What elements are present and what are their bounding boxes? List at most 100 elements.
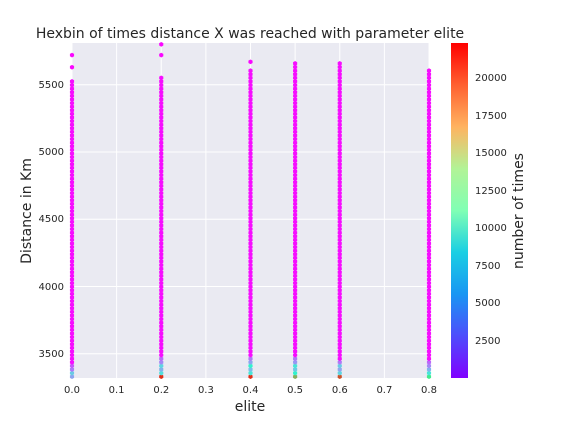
hexbin-cell (248, 100, 253, 106)
hexbin-cell (159, 298, 164, 304)
hexbin-cell (159, 363, 164, 369)
hexbin-cell (69, 248, 75, 254)
hexbin-cell (337, 334, 342, 340)
hexbin-cell (426, 313, 432, 318)
hexbin-cell (159, 241, 164, 246)
hexbin-cell (159, 52, 164, 58)
hexbin-cell (426, 262, 432, 268)
hexbin-cell (69, 302, 75, 308)
hexbin-cell (426, 89, 432, 95)
hexbin-cell (293, 100, 298, 106)
hexbin-cell (69, 190, 75, 196)
hexbin-cell (337, 79, 342, 84)
hexbin-cell (159, 262, 164, 268)
hexbin-cell (337, 233, 342, 239)
hexbin-cell (293, 183, 298, 189)
hexbin-cell (426, 100, 432, 106)
hexbin-cell (159, 320, 164, 326)
hexbin-cell (293, 201, 298, 207)
hexbin-cell (337, 230, 342, 236)
hexbin-cell (69, 295, 75, 300)
hexbin-cell (159, 107, 164, 113)
hexbin-cell (293, 187, 298, 192)
hexbin-cell (159, 115, 164, 120)
hexbin-cell (426, 233, 432, 239)
hexbin-cell (248, 233, 253, 239)
hexbin-cell (337, 320, 342, 326)
hexbin-cell (337, 111, 342, 117)
hexbin-cell (248, 345, 253, 351)
hexbin-cell (426, 359, 432, 365)
hexbin-cell (337, 327, 342, 333)
hexbin-cell (248, 320, 253, 326)
hexbin-cell (293, 259, 298, 264)
hexbin-cell (69, 345, 75, 351)
hexbin-cell (159, 374, 164, 380)
hexbin-cell (69, 367, 75, 372)
hexbin-cell (293, 370, 298, 376)
hexbin-cell (159, 223, 164, 228)
hexbin-cell (69, 341, 75, 347)
hexbin-cell (426, 255, 432, 261)
hexbin-cell (248, 280, 253, 286)
hexbin-cell (337, 82, 342, 88)
hexbin-cell (426, 305, 432, 311)
hexbin-cell (69, 151, 75, 156)
hexbin-cell (69, 266, 75, 272)
hexbin-cell (69, 338, 75, 344)
hexbin-cell (159, 269, 164, 275)
hexbin-cell (426, 345, 432, 351)
colorbar-tick-label: 15000 (475, 148, 507, 159)
hexbin-cell (293, 255, 298, 261)
hexbin-cell (426, 219, 432, 225)
hexbin-cell (69, 255, 75, 261)
hexbin-cell (337, 356, 342, 362)
hexbin-cell (293, 190, 298, 196)
hexbin-cell (293, 79, 298, 84)
y-tick-label: 4500 (39, 214, 64, 225)
hexbin-cell (159, 161, 164, 167)
hexbin-cell (293, 97, 298, 102)
hexbin-cell (159, 154, 164, 160)
hexbin-cell (293, 147, 298, 153)
hexbin-cell (69, 230, 75, 236)
hexbin-cell (69, 277, 75, 282)
hexbin-cell (248, 295, 253, 300)
hexbin-cell (69, 64, 75, 70)
hexbin-cell (337, 359, 342, 365)
hexbin-cell (293, 230, 298, 236)
hexbin-cell (248, 374, 253, 380)
hexbin-cell (337, 169, 342, 174)
hexbin-cell (69, 172, 75, 178)
hexbin-cell (159, 359, 164, 365)
hexbin-cell (426, 316, 432, 322)
hexbin-cell (159, 316, 164, 322)
hexbin-cell (248, 129, 253, 135)
hexbin-cell (293, 341, 298, 347)
hexbin-cell (337, 115, 342, 120)
hexbin-cell (293, 363, 298, 369)
hexbin-cell (159, 172, 164, 178)
hexbin-cell (426, 111, 432, 117)
hexbin-cell (293, 179, 298, 185)
hexbin-cell (69, 52, 75, 58)
hexbin-cell (337, 89, 342, 95)
hexbin-cell (248, 305, 253, 311)
x-tick-label: 0.3 (198, 385, 214, 396)
hexbin-cell (337, 208, 342, 214)
hexbin-cell (426, 230, 432, 236)
colorbar-ticks: 2500 5000 7500 10000 12500 15000 17500 2… (475, 73, 507, 347)
hexbin-cell (293, 194, 298, 200)
hexbin-cell (248, 104, 253, 110)
hexbin-cell (248, 118, 253, 124)
hexbin-cell (159, 370, 164, 376)
hexbin-cell (293, 237, 298, 243)
hexbin-cell (426, 212, 432, 218)
x-tick-label: 0.8 (421, 385, 437, 396)
hexbin-cell (248, 187, 253, 192)
hexbin-cell (293, 176, 298, 182)
hexbin-cell (159, 79, 164, 84)
hexbin-cell (248, 208, 253, 214)
colorbar-tick-label: 7500 (475, 261, 500, 272)
hexbin-cell (159, 230, 164, 236)
